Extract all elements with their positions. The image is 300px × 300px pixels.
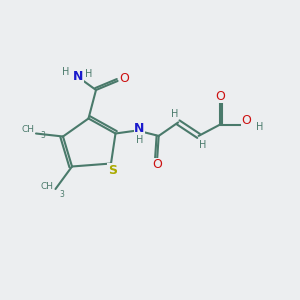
Text: O: O <box>152 158 162 172</box>
Text: CH: CH <box>21 125 34 134</box>
Text: H: H <box>136 135 143 145</box>
Text: N: N <box>73 70 83 83</box>
Text: CH: CH <box>40 182 54 191</box>
Text: H: H <box>85 69 93 79</box>
Text: S: S <box>108 164 117 177</box>
Text: H: H <box>171 109 178 119</box>
Text: 3: 3 <box>41 131 46 140</box>
Text: O: O <box>215 90 225 103</box>
Text: N: N <box>134 122 145 135</box>
Text: H: H <box>199 140 206 150</box>
Text: 3: 3 <box>60 190 64 199</box>
Text: H: H <box>62 67 70 77</box>
Text: O: O <box>242 114 251 128</box>
Text: O: O <box>119 72 129 86</box>
Text: H: H <box>256 122 263 132</box>
